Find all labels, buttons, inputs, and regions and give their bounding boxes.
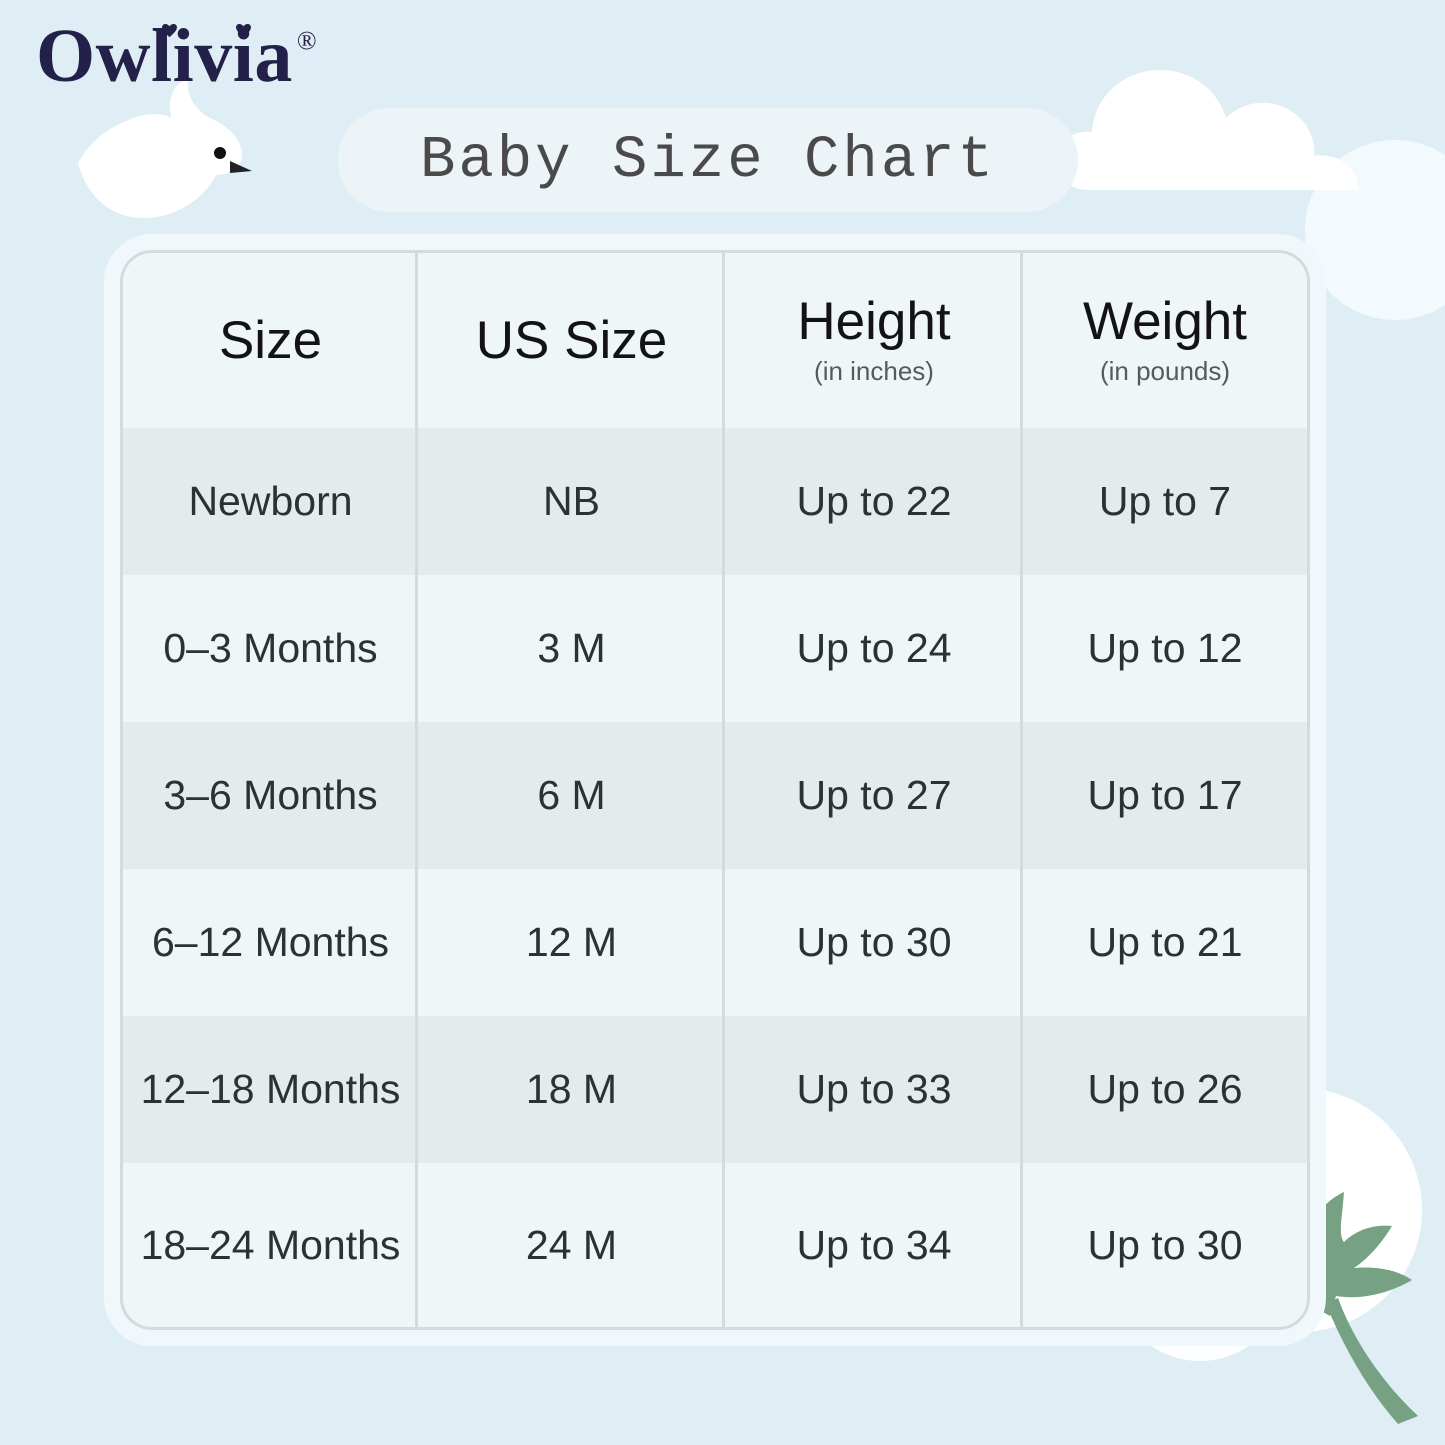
cell-weight: Up to 7 xyxy=(1098,478,1232,524)
table-row: 6–12 Months 12 M Up to 30 Up to 21 xyxy=(123,869,1307,1016)
column-header-height: Height (in inches) xyxy=(725,253,1023,428)
cell-us-size: 6 M xyxy=(418,722,725,869)
cell-us-size: 3 M xyxy=(418,575,725,722)
cell-weight: Up to 26 xyxy=(1087,1066,1243,1112)
heart-dot-icon xyxy=(162,24,177,38)
table-row: 12–18 Months 18 M Up to 33 Up to 26 xyxy=(123,1016,1307,1163)
column-header-us-size: US Size xyxy=(418,253,725,428)
cell-height: Up to 30 xyxy=(725,869,1023,1016)
cloud-icon xyxy=(1055,70,1359,190)
table-row: 18–24 Months 24 M Up to 34 Up to 30 xyxy=(123,1163,1307,1327)
brand-logo: Owlivia ® xyxy=(36,18,317,94)
table-header-row: Size US Size Height (in inches) Weight (… xyxy=(123,253,1307,428)
cell-size: 12–18 Months xyxy=(123,1016,418,1163)
cell-height: Up to 24 xyxy=(725,575,1023,722)
cell-weight: Up to 30 xyxy=(1087,1221,1243,1268)
cell-us-size: NB xyxy=(418,428,725,575)
registered-trademark-icon: ® xyxy=(296,26,317,55)
table-row: 3–6 Months 6 M Up to 27 Up to 17 xyxy=(123,722,1307,869)
cell-size: 6–12 Months xyxy=(123,869,418,1016)
cell-height: Up to 33 xyxy=(725,1016,1023,1163)
table-row: 0–3 Months 3 M Up to 24 Up to 12 xyxy=(123,575,1307,722)
column-header-size: Size xyxy=(123,253,418,428)
cell-weight: Up to 21 xyxy=(1087,919,1243,965)
cell-size: Newborn xyxy=(123,428,418,575)
table-row: Newborn NB Up to 22 Up to 7 xyxy=(123,428,1307,575)
baby-size-chart-table: Size US Size Height (in inches) Weight (… xyxy=(120,250,1310,1330)
cell-size: 3–6 Months xyxy=(123,722,418,869)
cell-us-size: 12 M xyxy=(418,869,725,1016)
page-title-banner: Baby Size Chart xyxy=(338,108,1078,212)
cell-height: Up to 27 xyxy=(725,722,1023,869)
background-blob xyxy=(1305,140,1445,320)
cell-size: 18–24 Months xyxy=(123,1163,418,1327)
cell-weight: Up to 12 xyxy=(1087,625,1243,671)
cell-size: 0–3 Months xyxy=(123,575,418,722)
cell-weight: Up to 17 xyxy=(1087,772,1243,818)
cell-height: Up to 22 xyxy=(725,428,1023,575)
cell-us-size: 24 M xyxy=(418,1163,725,1327)
dove-icon xyxy=(78,79,252,219)
heart-dot-icon xyxy=(236,24,251,38)
column-header-weight: Weight (in pounds) xyxy=(1083,292,1247,386)
cell-us-size: 18 M xyxy=(418,1016,725,1163)
page-title: Baby Size Chart xyxy=(419,126,997,194)
cell-height: Up to 34 xyxy=(725,1163,1023,1327)
